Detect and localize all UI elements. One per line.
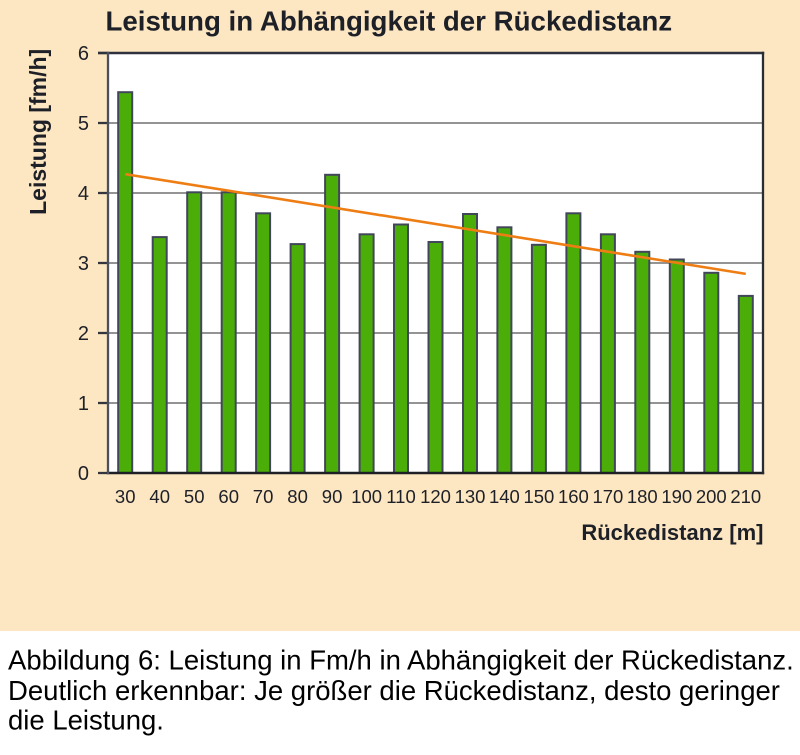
svg-text:180: 180 — [627, 486, 658, 507]
svg-text:140: 140 — [489, 486, 520, 507]
svg-text:3: 3 — [78, 253, 89, 275]
svg-text:40: 40 — [149, 486, 170, 507]
svg-text:90: 90 — [322, 486, 343, 507]
svg-text:Rückedistanz [m]: Rückedistanz [m] — [581, 520, 763, 545]
svg-text:200: 200 — [696, 486, 727, 507]
svg-text:0: 0 — [78, 463, 89, 485]
svg-text:100: 100 — [351, 486, 382, 507]
svg-text:110: 110 — [386, 486, 416, 507]
svg-text:170: 170 — [592, 486, 623, 507]
svg-text:Leistung [fm/h]: Leistung [fm/h] — [25, 49, 51, 215]
svg-text:60: 60 — [218, 486, 239, 507]
svg-text:70: 70 — [253, 486, 274, 507]
svg-text:210: 210 — [730, 486, 761, 507]
svg-text:2: 2 — [78, 323, 89, 345]
svg-text:190: 190 — [661, 486, 692, 507]
svg-text:5: 5 — [78, 113, 89, 135]
svg-text:120: 120 — [420, 486, 451, 507]
svg-text:130: 130 — [455, 486, 486, 507]
svg-text:Leistung in Abhängigkeit der R: Leistung in Abhängigkeit der Rückedistan… — [106, 6, 673, 37]
svg-text:160: 160 — [558, 486, 589, 507]
svg-text:30: 30 — [115, 486, 136, 507]
svg-text:50: 50 — [184, 486, 205, 507]
svg-text:Abbildung 6: Leistung in Fm/h: Abbildung 6: Leistung in Fm/h in Abhängi… — [8, 645, 794, 676]
svg-text:1: 1 — [78, 393, 89, 415]
svg-text:Deutlich erkennbar: Je größer: Deutlich erkennbar: Je größer die Rücked… — [8, 675, 780, 706]
svg-text:4: 4 — [78, 183, 89, 205]
svg-text:die Leistung.: die Leistung. — [8, 705, 164, 736]
svg-text:150: 150 — [523, 486, 554, 507]
svg-text:6: 6 — [78, 43, 89, 65]
svg-text:80: 80 — [287, 486, 308, 507]
